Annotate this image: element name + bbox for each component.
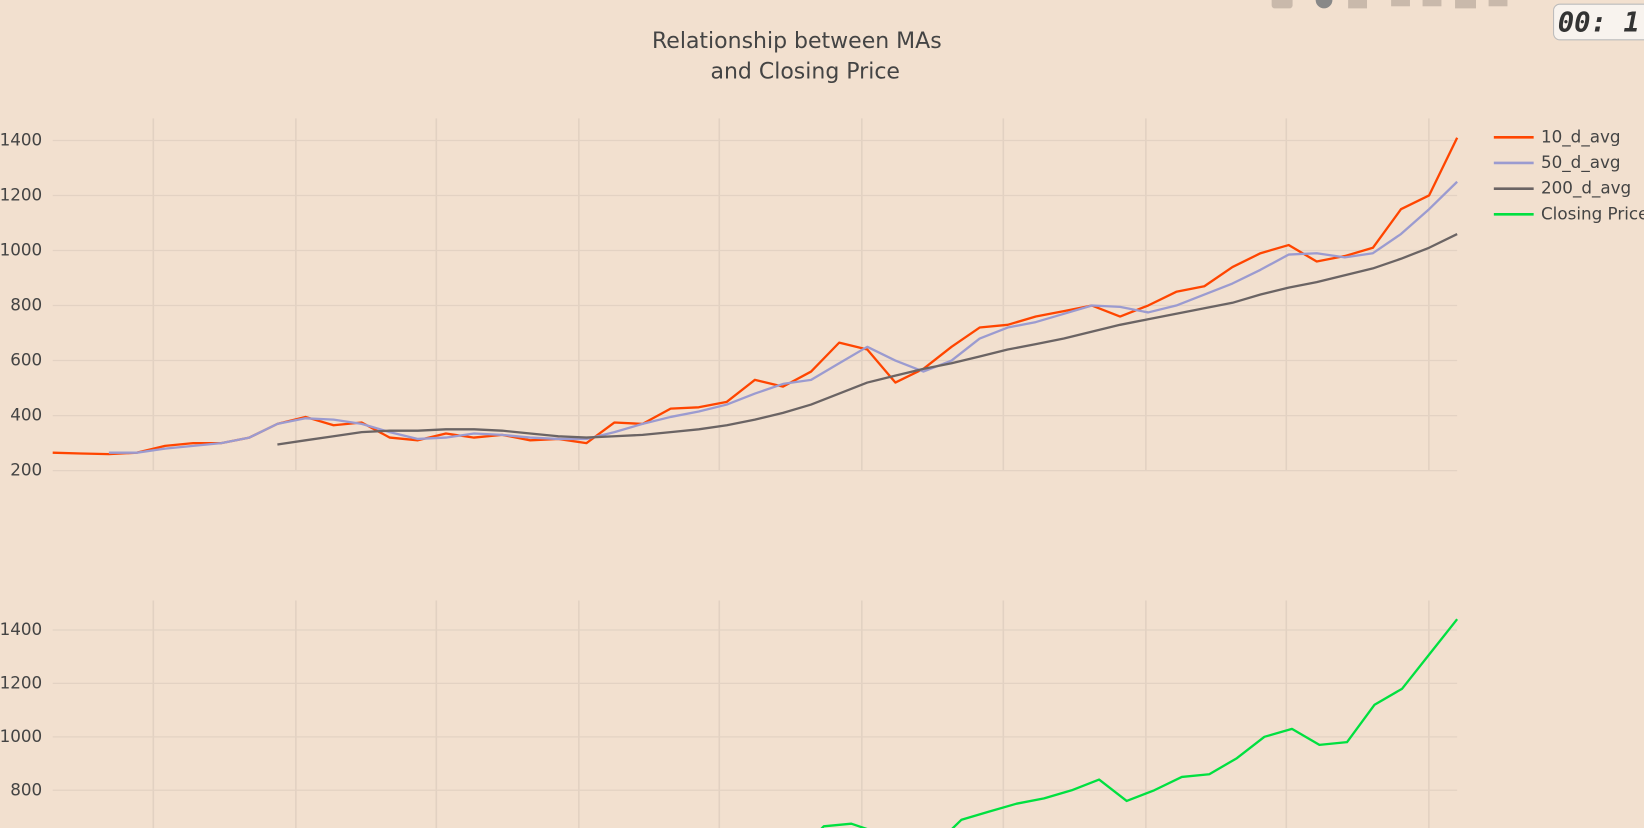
legend-item[interactable]: 50_d_avg <box>1493 152 1621 173</box>
y-tick-label: 800 <box>10 295 42 315</box>
reset-button[interactable] <box>1488 0 1508 7</box>
y-tick-label: 400 <box>10 405 42 425</box>
series-line <box>820 618 1459 828</box>
subplot: 800 1000 1200 1400 <box>0 600 1459 828</box>
legend-label: 50_d_avg <box>1541 152 1621 173</box>
legend-item[interactable]: Closing Price <box>1493 203 1644 223</box>
timer: 00: 1 <box>1553 3 1644 41</box>
y-tick-label: 1200 <box>0 184 42 204</box>
pan-button[interactable] <box>1348 0 1368 9</box>
y-tick-label: 1400 <box>0 129 42 149</box>
legend-label: 200_d_avg <box>1541 178 1631 199</box>
y-tick-label: 1400 <box>0 619 42 639</box>
legend-item[interactable]: 10_d_avg <box>1493 126 1621 147</box>
y-tick-label: 600 <box>10 350 42 370</box>
timer-text: 00: 1 <box>1558 8 1640 39</box>
y-tick-label: 800 <box>10 779 42 799</box>
camera-button[interactable] <box>1271 0 1293 9</box>
chart-title: Relationship between MAs <box>652 29 942 54</box>
legend-label: 10_d_avg <box>1541 126 1621 147</box>
zoom-in-button[interactable] <box>1391 0 1410 7</box>
series-line <box>277 233 1458 446</box>
y-tick-label: 200 <box>10 460 42 480</box>
subplot: 200 400 600 800 1000 1200 1400 <box>0 118 1459 480</box>
autoscale-button[interactable] <box>1455 0 1477 9</box>
zoom-out-button[interactable] <box>1422 0 1442 7</box>
timer-box <box>1553 3 1644 41</box>
y-tick-label: 1200 <box>0 672 42 692</box>
modebar[interactable] <box>1271 0 1508 9</box>
zoom-button[interactable] <box>1315 0 1333 9</box>
y-tick-label: 1000 <box>0 726 42 746</box>
series-line <box>108 180 1458 454</box>
legend-label: Closing Price <box>1541 203 1644 223</box>
y-tick-label: 1000 <box>0 239 42 259</box>
chart-title: and Closing Price <box>710 59 899 84</box>
legend-item[interactable]: 200_d_avg <box>1493 178 1631 199</box>
